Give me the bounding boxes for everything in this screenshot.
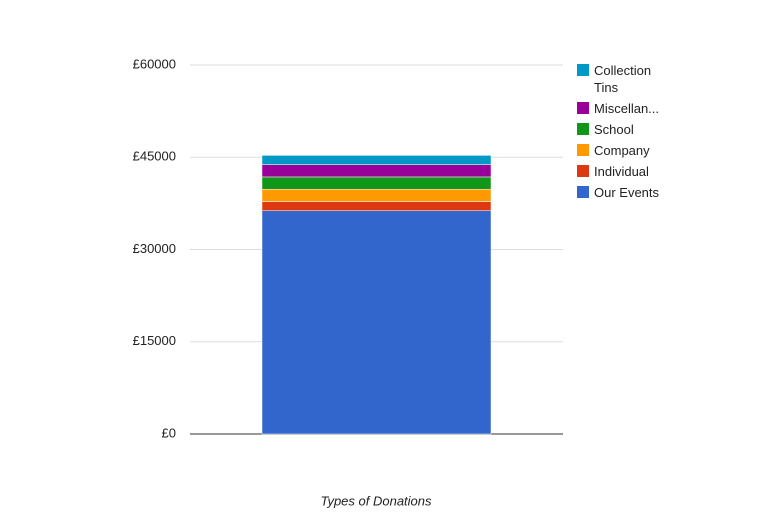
legend-item: School <box>577 121 666 138</box>
legend-label: Our Events <box>594 185 660 200</box>
legend-swatch <box>577 102 589 114</box>
bar-segment <box>261 164 492 178</box>
y-tick-label: £30000 <box>133 241 176 256</box>
legend-item: Collection Tins <box>577 62 666 96</box>
legend: Collection Tins Miscellan... School Company… <box>577 62 666 205</box>
legend-label: Miscellan... <box>594 101 660 116</box>
x-axis-title: Types of Donations <box>320 493 432 508</box>
legend-swatch <box>577 186 589 198</box>
legend-label: Company <box>594 143 650 158</box>
legend-label: Collection Tins <box>594 63 652 95</box>
bar-segment <box>261 176 492 190</box>
legend-label: School <box>594 122 634 137</box>
legend-item: Individual <box>577 163 666 180</box>
legend-swatch <box>577 64 589 76</box>
legend-item: Our Events <box>577 184 666 201</box>
legend-swatch <box>577 123 589 135</box>
y-tick-label: £15000 <box>133 333 176 348</box>
bar-segment <box>261 155 492 165</box>
y-tick-label: £45000 <box>133 149 176 164</box>
legend-item: Miscellan... <box>577 100 666 117</box>
bar-segment <box>261 210 492 435</box>
legend-swatch <box>577 165 589 177</box>
y-tick-label: £60000 <box>133 56 176 71</box>
legend-label: Individual <box>594 164 649 179</box>
bar-segment <box>261 188 492 202</box>
y-tick-label: £0 <box>162 425 176 440</box>
legend-swatch <box>577 144 589 156</box>
bar-segment <box>261 201 492 212</box>
legend-item: Company <box>577 142 666 159</box>
